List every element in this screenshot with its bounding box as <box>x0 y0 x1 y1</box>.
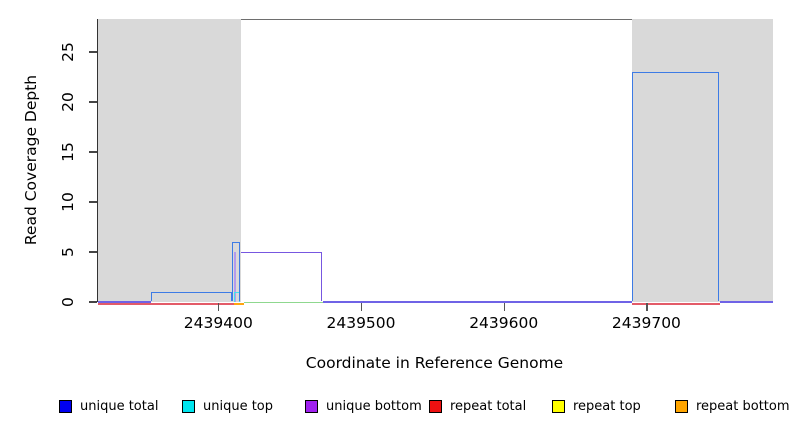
x-tick-mark <box>646 303 648 311</box>
plot-area <box>97 19 773 305</box>
legend-item: unique top <box>182 396 273 416</box>
x-tick-label: 2439400 <box>183 314 253 332</box>
y-tick-label: 20 <box>59 92 77 112</box>
x-tick-mark <box>218 303 220 311</box>
legend: unique total unique top unique bottom repea… <box>0 396 792 420</box>
legend-label: repeat bottom <box>696 398 790 414</box>
legend-item: unique bottom <box>305 396 422 416</box>
x-tick-mark <box>361 303 363 311</box>
y-tick-label: 25 <box>59 42 77 62</box>
legend-swatch-unique-total <box>59 399 72 413</box>
x-tick-label: 2439600 <box>469 314 539 332</box>
y-tick-label: 0 <box>59 297 77 307</box>
legend-swatch-unique-bottom <box>305 399 318 413</box>
x-tick-label: 2439500 <box>326 314 396 332</box>
y-tick-mark <box>89 101 97 103</box>
legend-item: repeat top <box>552 396 641 416</box>
coverage-step-edge <box>234 252 236 302</box>
legend-label: unique total <box>80 398 159 414</box>
y-tick-mark <box>89 51 97 53</box>
legend-label: unique top <box>203 398 274 414</box>
coverage-baseline-segment <box>98 303 244 305</box>
legend-swatch-repeat-bottom <box>675 399 688 413</box>
coverage-baseline-segment <box>243 301 323 304</box>
y-tick-label: 15 <box>59 142 77 162</box>
y-tick-label: 10 <box>59 192 77 212</box>
coverage-baseline-segment <box>720 301 773 303</box>
coverage-box <box>150 292 233 302</box>
coverage-step <box>241 252 323 302</box>
y-tick-mark <box>89 151 97 153</box>
coverage-baseline-segment <box>322 301 632 303</box>
legend-label: unique bottom <box>326 398 422 414</box>
legend-swatch-repeat-top <box>552 399 565 413</box>
y-tick-mark <box>89 301 97 303</box>
x-axis-title: Coordinate in Reference Genome <box>305 354 564 372</box>
legend-item: repeat bottom <box>675 396 790 416</box>
y-axis-title: Read Coverage Depth <box>22 74 40 246</box>
legend-item: unique total <box>59 396 158 416</box>
coverage-box <box>631 72 719 302</box>
y-tick-label: 5 <box>59 247 77 257</box>
plot-top-frame-line <box>98 19 773 21</box>
coverage-box <box>232 242 241 302</box>
coverage-baseline-segment <box>233 303 244 305</box>
legend-item: repeat total <box>429 396 526 416</box>
legend-label: repeat top <box>573 398 641 414</box>
coverage-baseline-segment <box>98 301 151 303</box>
legend-label: repeat total <box>450 398 527 414</box>
legend-swatch-repeat-total <box>429 399 442 413</box>
x-tick-label: 2439700 <box>611 314 681 332</box>
x-tick-mark <box>503 303 505 311</box>
y-tick-mark <box>89 251 97 253</box>
shaded-region <box>98 19 242 302</box>
y-tick-mark <box>89 201 97 203</box>
legend-swatch-unique-top <box>182 399 195 413</box>
shaded-region <box>631 19 773 302</box>
coverage-baseline-segment <box>631 303 721 305</box>
